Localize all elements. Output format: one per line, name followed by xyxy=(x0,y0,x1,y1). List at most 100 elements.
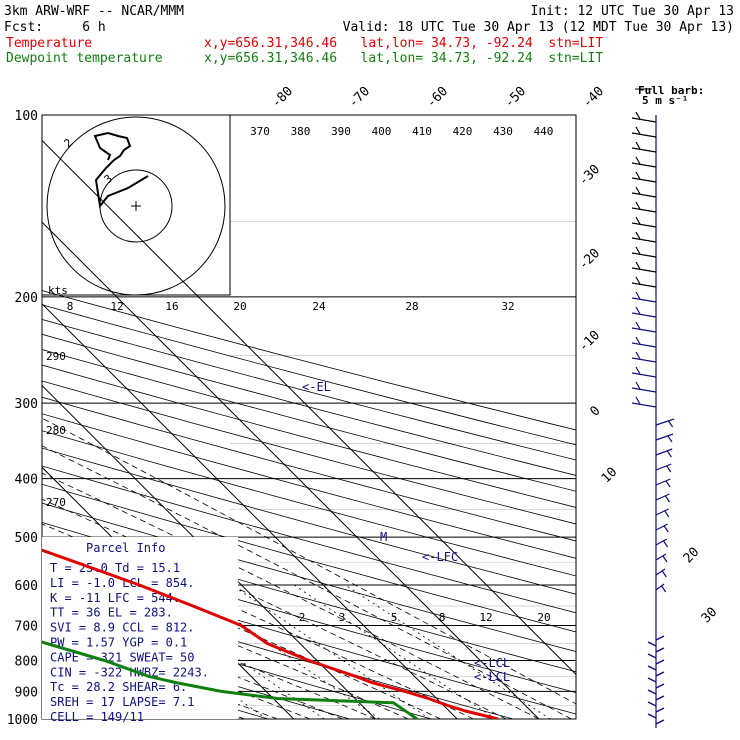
parcel-info-lines: T = 25.0 Td = 15.1LI = -1.0 LCL = 854.K … xyxy=(50,561,209,724)
wind-barb-icon xyxy=(661,570,667,578)
wind-barb-icon xyxy=(631,252,657,258)
lcl-annotation: <-LCL xyxy=(474,670,510,684)
theta-e-label: 440 xyxy=(534,125,554,138)
temperature-profile-line xyxy=(42,548,499,719)
wind-barb-icon xyxy=(655,707,665,713)
isotherm-label: 0 xyxy=(587,403,603,419)
parcel-info-line: K = -11 LFC = 544. xyxy=(50,591,180,605)
moist-adiabat-line xyxy=(42,417,576,705)
wind-barb-icon xyxy=(631,267,657,273)
wind-barb-icon xyxy=(635,201,641,210)
wind-barb-icon xyxy=(631,207,657,213)
wind-barb-icon xyxy=(631,402,657,408)
wind-barb-icon xyxy=(631,237,657,243)
wind-barb-icon xyxy=(655,659,665,665)
wind-barb-icon xyxy=(647,653,657,659)
theta-label: 290 xyxy=(46,350,66,363)
wind-barb-icon xyxy=(635,111,641,120)
wind-barb-icon xyxy=(635,306,641,315)
wind-barb-icon xyxy=(655,647,665,653)
temperature-location: x,y=656.31,346.46 lat,lon= 34.73, -92.24… xyxy=(204,36,603,51)
parcel-info-line: LI = -1.0 LCL = 854. xyxy=(50,576,195,590)
mixing-ratio-label: 16 xyxy=(165,300,178,313)
hodograph-height-label: 3 xyxy=(102,172,115,186)
theta-e-label: 380 xyxy=(291,125,311,138)
lcl-annotation: <-LCL xyxy=(474,656,510,670)
wind-barb-icon xyxy=(655,683,665,689)
wind-barb-icon xyxy=(635,246,641,255)
wind-barb-icon xyxy=(635,366,641,375)
parcel-info-title: Parcel Info xyxy=(86,541,165,555)
mixing-ratio-labels: 8 12 16 20 24 28 32 2 3 5 8 12 20 xyxy=(67,300,551,624)
dry-adiabat-line xyxy=(42,318,576,461)
wind-barb-icon xyxy=(635,291,641,300)
theta-labels: 290 280 270 xyxy=(46,350,66,509)
theta-e-label: 430 xyxy=(493,125,513,138)
wind-barb-icon xyxy=(631,147,657,153)
wind-barb-icon xyxy=(655,478,671,486)
isotherm-line xyxy=(42,303,458,719)
wind-barb-icon xyxy=(635,396,641,405)
wind-barb-icon xyxy=(647,689,657,695)
wind-barb-icon xyxy=(631,282,657,288)
isotherm-label: -50 xyxy=(502,84,529,111)
pressure-tick-label: 700 xyxy=(15,619,38,634)
isotherm-line xyxy=(42,221,540,719)
isotherm-label: 20 xyxy=(681,545,703,567)
wind-barb-icon xyxy=(635,381,641,390)
wind-barb-icon xyxy=(635,231,641,240)
wind-barb-icon xyxy=(631,162,657,168)
wind-barb-icon xyxy=(647,701,657,707)
forecast-hour: Fcst: 6 h xyxy=(4,20,106,35)
mixing-ratio-line xyxy=(132,584,325,719)
mixing-ratio-line xyxy=(78,584,268,719)
mixing-ratio-label: 12 xyxy=(110,300,123,313)
wind-barb-icon xyxy=(663,525,669,533)
dewpoint-profile-line xyxy=(42,640,418,719)
mixing-annotation: M xyxy=(380,530,387,544)
wind-barb-icon xyxy=(631,327,657,333)
mixing-ratio-line xyxy=(345,584,551,719)
wind-barb-icon xyxy=(635,276,641,285)
mixing-ratio-label: 20 xyxy=(537,611,550,624)
wind-barb-icon xyxy=(663,540,669,548)
mixing-ratio-label: 24 xyxy=(312,300,326,313)
mixing-ratio-label: 8 xyxy=(439,611,446,624)
sounding-profiles xyxy=(42,548,499,719)
moist-adiabat-line xyxy=(42,586,376,719)
wind-barb-icon xyxy=(631,372,657,378)
wind-barb-icon xyxy=(661,585,667,593)
wind-barb-icon xyxy=(655,538,668,546)
isotherm-label: -30 xyxy=(576,162,603,189)
wind-barb-icon xyxy=(655,508,669,516)
wind-barbs xyxy=(631,111,675,728)
mixing-ratio-label: 3 xyxy=(339,611,346,624)
wind-barb-icon xyxy=(647,713,657,719)
lfc-annotation: <-LFC xyxy=(422,550,458,564)
wind-barb-icon xyxy=(667,435,673,443)
mixing-ratio-label: 28 xyxy=(405,300,418,313)
wind-barb-icon xyxy=(655,719,665,725)
wind-barb-icon xyxy=(631,342,657,348)
wind-barb-icon xyxy=(647,677,657,683)
theta-e-label: 400 xyxy=(372,125,392,138)
pressure-tick-label: 800 xyxy=(15,654,38,669)
isotherm-label: -80 xyxy=(269,84,296,111)
wind-barb-icon xyxy=(631,297,657,303)
wind-barb-icon xyxy=(635,126,641,135)
wind-barb-icon xyxy=(635,261,641,270)
moist-adiabat-line xyxy=(42,445,572,719)
wind-barb-icon xyxy=(666,465,672,473)
dry-adiabat-line xyxy=(42,562,576,715)
moist-adiabat-line xyxy=(42,472,540,719)
wind-barb-icon xyxy=(631,357,657,363)
isotherm-label: -60 xyxy=(424,84,451,111)
wind-barb-icon xyxy=(635,216,641,225)
isotherm-label: 30 xyxy=(699,605,721,627)
wind-barb-icon xyxy=(635,171,641,180)
isotherm-line xyxy=(42,384,376,719)
wind-barb-icon xyxy=(635,336,641,345)
valid-time: Valid: 18 UTC Tue 30 Apr 13 (12 MDT Tue … xyxy=(343,20,734,35)
mixing-ratio-label: 5 xyxy=(391,611,398,624)
wind-barb-icon xyxy=(631,117,657,123)
